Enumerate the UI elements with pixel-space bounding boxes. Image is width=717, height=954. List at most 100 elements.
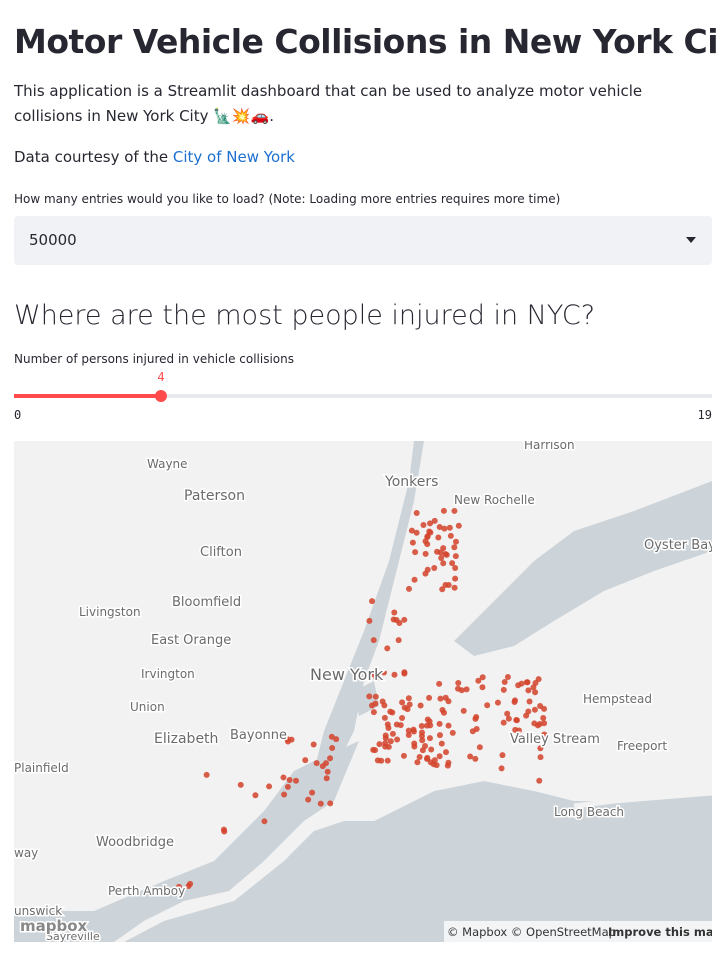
collision-point [266, 783, 273, 790]
collision-point [416, 754, 423, 761]
collision-point [441, 525, 448, 532]
collision-point [426, 528, 433, 535]
collision-point [500, 686, 507, 693]
collision-point [405, 732, 412, 739]
collision-point [455, 680, 462, 687]
attribution-bg [444, 921, 712, 942]
collision-point [535, 676, 542, 683]
collision-point [426, 735, 433, 742]
place-labels: Harrison Wayne Yonkers New Rochelle Paterson… [14, 441, 712, 942]
place-label: Hempstead [583, 692, 652, 706]
slider-value: 4 [157, 370, 164, 384]
collision-point [387, 738, 394, 745]
collision-point [444, 762, 451, 769]
place-label: New York [310, 665, 384, 684]
collision-point [381, 714, 388, 721]
collision-point [540, 714, 547, 721]
collision-point [394, 736, 401, 743]
collision-point [406, 701, 413, 708]
collision-point [452, 564, 459, 571]
collision-point [530, 684, 537, 691]
map[interactable]: Harrison Wayne Yonkers New Rochelle Paterson… [14, 441, 712, 942]
collision-point [410, 726, 417, 733]
place-label: Irvington [141, 667, 195, 681]
place-label: Yonkers [384, 474, 438, 490]
collision-point [393, 617, 400, 624]
collision-point [288, 736, 295, 743]
collision-point [451, 507, 458, 514]
collision-point [428, 746, 435, 753]
place-label: Clifton [200, 545, 242, 560]
collision-point [411, 743, 418, 750]
collision-point [393, 721, 400, 728]
collision-point [436, 720, 443, 727]
collision-point [515, 682, 522, 689]
collision-point [445, 698, 452, 705]
collision-point [400, 752, 407, 759]
collision-point [384, 757, 391, 764]
place-label: Union [130, 700, 165, 714]
collision-point [378, 757, 385, 764]
credit: Data courtesy of the City of New York [14, 145, 704, 170]
collision-point [395, 637, 402, 644]
place-label: Long Beach [554, 805, 624, 819]
collision-point [427, 520, 434, 527]
collision-point [537, 703, 544, 710]
collision-point [479, 684, 486, 691]
collision-point [435, 534, 442, 541]
collision-point [439, 586, 446, 593]
collision-point [401, 670, 408, 677]
collision-point [372, 747, 379, 754]
collision-point [438, 740, 445, 747]
slider-min: 0 [14, 408, 22, 422]
collision-point [175, 883, 182, 890]
collision-point [419, 747, 426, 754]
select-label: How many entries would you like to load?… [14, 192, 561, 206]
collision-point [499, 752, 506, 759]
collision-point [417, 702, 424, 709]
place-label: Woodbridge [96, 835, 174, 850]
collision-point [426, 718, 433, 725]
collision-point [372, 700, 379, 707]
collision-point [366, 670, 373, 677]
collision-point [384, 645, 391, 652]
collision-point [440, 560, 447, 567]
collision-point [370, 637, 377, 644]
collision-point [524, 679, 531, 686]
collision-point [413, 510, 420, 517]
collision-point [286, 777, 293, 784]
collision-point [476, 744, 483, 751]
collision-point [372, 693, 379, 700]
collision-point [537, 745, 544, 752]
collision-point [409, 539, 416, 546]
intro: This application is a Streamlit dashboar… [14, 82, 643, 125]
collision-point [406, 585, 413, 592]
collision-point [440, 709, 447, 716]
collision-point [498, 765, 505, 772]
improve-map[interactable]: Improve this map [608, 925, 712, 939]
place-label: Perth Amboy [108, 884, 185, 898]
collision-point [505, 715, 512, 722]
section-title: Where are the most people injured in NYC… [14, 300, 596, 331]
collision-point [323, 775, 330, 782]
collision-point [379, 698, 386, 705]
collision-point [310, 741, 317, 748]
select-box[interactable]: 50000 [14, 216, 712, 265]
collision-point [366, 617, 373, 624]
credit-link[interactable]: City of New York [172, 148, 295, 166]
collision-point [313, 760, 320, 767]
collision-point [221, 828, 228, 835]
collision-point [401, 704, 408, 711]
place-label: Bayonne [230, 728, 287, 743]
slider-label: Number of persons injured in vehicle col… [14, 352, 294, 366]
collision-point [531, 720, 538, 727]
collision-point [436, 732, 443, 739]
collision-point [414, 759, 421, 766]
collision-point [504, 710, 511, 717]
collision-point [408, 527, 415, 534]
title: Motor Vehicle Collisions in New York Cit… [14, 22, 717, 61]
slider[interactable]: 4 [0, 368, 717, 404]
collision-point [376, 741, 383, 748]
collision-point [389, 709, 396, 716]
attribution: © Mapbox © OpenStreetMap [447, 925, 616, 939]
